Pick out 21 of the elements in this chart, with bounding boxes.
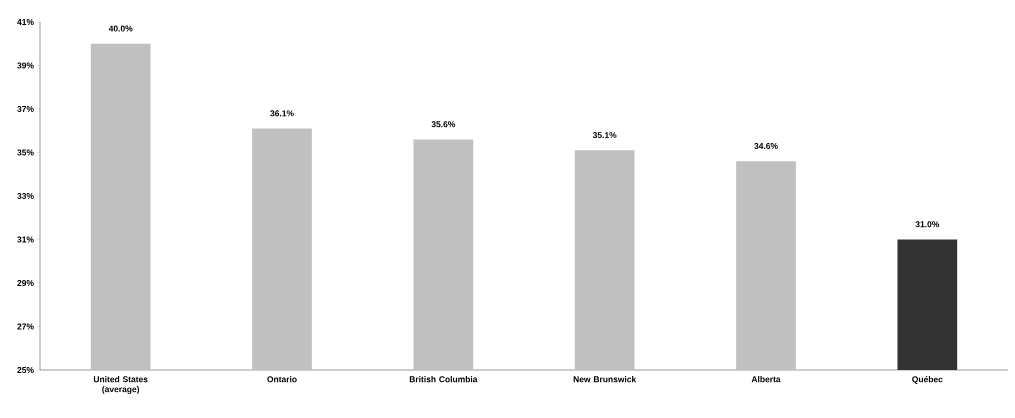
y-tick-label: 29% [17,280,34,286]
y-tick-label: 35% [17,149,34,156]
data-label: 36.1% [270,110,294,117]
data-label: 34.6% [754,143,778,149]
y-tick-label: 31% [17,236,34,243]
data-label: 35.1% [592,132,617,139]
y-tick-label: 25% [17,367,34,373]
x-tick-label: New Brunswick [573,376,637,383]
y-tick-label: 41% [17,19,34,25]
x-tick-label: Alberta [751,376,781,383]
x-tick-label: Québec [912,376,943,384]
y-tick-label: 39% [17,62,34,69]
x-tick-label: British Columbia [409,376,478,383]
y-tick-label: 37% [17,106,34,112]
data-label: 40.0% [108,25,133,32]
x-tick-label: United States (average) [93,376,148,394]
y-tick-label: 33% [17,193,34,199]
x-tick-label: Ontario [267,376,297,383]
y-tick-label: 27% [17,323,34,330]
data-label: 31.0% [915,221,940,228]
data-label: 35.6% [431,121,456,128]
